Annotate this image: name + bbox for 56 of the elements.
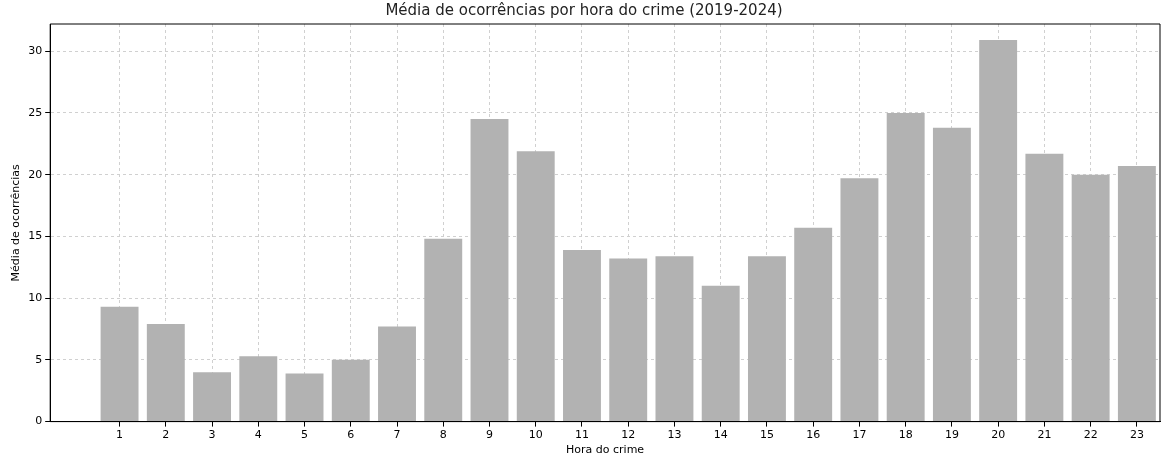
bar bbox=[424, 238, 463, 422]
y-tick-label: 0 bbox=[35, 414, 43, 428]
y-tick-label: 15 bbox=[28, 229, 43, 243]
bar bbox=[1117, 166, 1156, 422]
bar bbox=[747, 256, 786, 422]
x-tick-label: 23 bbox=[1129, 428, 1144, 442]
x-tick-label: 3 bbox=[208, 428, 216, 442]
bar bbox=[146, 324, 185, 422]
x-tick-label: 13 bbox=[667, 428, 682, 442]
y-tick-label: 20 bbox=[28, 167, 43, 181]
x-tick-label: 5 bbox=[301, 428, 309, 442]
bar bbox=[979, 40, 1018, 422]
bar bbox=[563, 249, 601, 422]
x-tick-label: 17 bbox=[852, 428, 867, 442]
x-tick-label: 8 bbox=[439, 428, 447, 442]
y-tick-label: 30 bbox=[28, 44, 43, 58]
y-tick-label: 25 bbox=[28, 105, 43, 119]
y-tick-label: 5 bbox=[35, 352, 43, 366]
bar bbox=[932, 127, 971, 422]
x-tick-label: 2 bbox=[162, 428, 170, 442]
bar bbox=[470, 119, 509, 422]
bar bbox=[100, 306, 139, 422]
x-axis-title: Hora do crime bbox=[566, 443, 645, 457]
bar bbox=[331, 359, 370, 422]
y-tick-label: 10 bbox=[28, 290, 43, 304]
bar bbox=[794, 227, 833, 422]
bar bbox=[1025, 153, 1064, 422]
x-tick-label: 15 bbox=[759, 428, 774, 442]
x-tick-label: 21 bbox=[1037, 428, 1052, 442]
bar bbox=[886, 112, 925, 422]
bar bbox=[193, 372, 231, 422]
bar bbox=[840, 178, 879, 422]
bar bbox=[285, 373, 324, 422]
x-tick-label: 14 bbox=[713, 428, 728, 442]
bar bbox=[378, 326, 416, 422]
bar bbox=[609, 258, 648, 422]
x-tick-label: 7 bbox=[393, 428, 401, 442]
x-tick-label: 18 bbox=[898, 428, 913, 442]
bar bbox=[655, 256, 694, 422]
x-tick-label: 19 bbox=[944, 428, 959, 442]
x-tick-label: 11 bbox=[574, 428, 589, 442]
x-tick-label: 22 bbox=[1083, 428, 1098, 442]
x-tick-label: 6 bbox=[347, 428, 355, 442]
bar bbox=[516, 151, 555, 422]
x-tick-label: 1 bbox=[116, 428, 124, 442]
y-axis-title: Média de ocorrências bbox=[9, 163, 23, 282]
x-tick-label: 20 bbox=[991, 428, 1006, 442]
bar bbox=[239, 356, 278, 422]
chart-title: Média de ocorrências por hora do crime (2019-2024) bbox=[385, 0, 783, 19]
x-tick-label: 16 bbox=[806, 428, 821, 442]
x-tick-label: 4 bbox=[254, 428, 262, 442]
bar bbox=[1071, 174, 1110, 422]
x-tick-label: 12 bbox=[621, 428, 636, 442]
x-tick-label: 9 bbox=[485, 428, 493, 442]
bar bbox=[701, 285, 740, 422]
x-tick-label: 10 bbox=[528, 428, 543, 442]
